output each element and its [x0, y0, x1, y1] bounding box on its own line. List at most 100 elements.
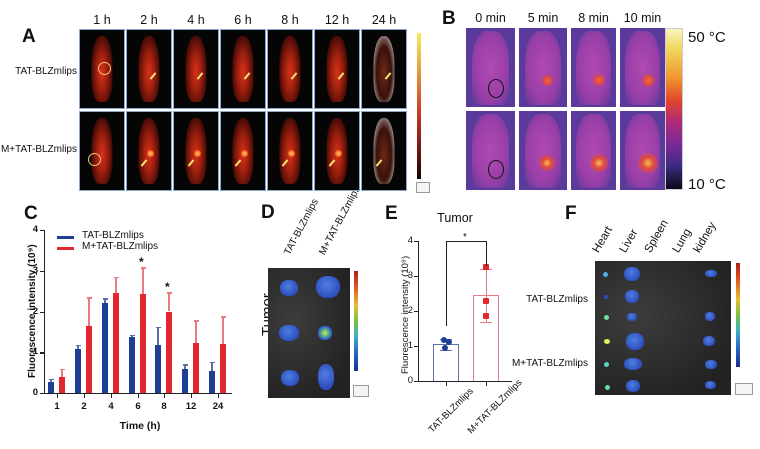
panel-f-organ-label: Heart: [590, 224, 616, 255]
panel-a-image-tile: [126, 29, 172, 109]
c-bar: [102, 303, 108, 393]
c-error-cap: [209, 361, 215, 363]
c-error-bar: [195, 320, 197, 344]
c-bar: [86, 325, 92, 393]
panel-f-organ-label: Spleen: [642, 217, 671, 255]
mouse-body: [373, 36, 395, 102]
hotspot: [288, 150, 295, 157]
c-x-tick-label: 1: [54, 401, 60, 412]
mouse-body: [91, 118, 113, 184]
heat-spot: [541, 74, 553, 86]
panel-b-thermal-tile: [571, 28, 616, 107]
panel-a-image-tile: [267, 29, 313, 109]
mouse-body: [373, 118, 395, 184]
c-bar: [129, 336, 135, 393]
c-y-tick: [40, 270, 44, 273]
panel-b-colorbar-min: 10 °C: [688, 176, 726, 193]
e-y-tick-label: 0: [407, 375, 413, 386]
c-bar: [193, 343, 199, 393]
e-data-point: [442, 345, 448, 352]
mouse-body: [279, 36, 301, 102]
c-error-bar: [61, 368, 63, 377]
tumor-circle-marker: [488, 160, 504, 179]
panel-b-thermal-tile: [466, 28, 515, 107]
panel-f-organ-label: kidney: [691, 220, 719, 255]
c-x-tick-label: 8: [161, 401, 167, 412]
c-x-tick: [138, 393, 140, 398]
e-y-axis-label: Fluorescence intensity (10⁹): [400, 255, 411, 374]
c-error-bar: [211, 361, 213, 371]
panel-a-image-tile: [361, 29, 407, 109]
hotspot: [147, 150, 154, 157]
panel-f-organ-label: Liver: [617, 227, 641, 255]
c-y-tick: [40, 352, 44, 354]
e-significance-bracket: [446, 241, 448, 326]
mouse-body: [326, 36, 348, 102]
panel-a-image-tile: [220, 111, 266, 191]
c-x-tick: [191, 393, 193, 398]
c-error-cap: [182, 364, 188, 366]
panel-b-thermal-tile: [519, 111, 567, 190]
panel-a-timepoint-label: 8 h: [281, 13, 299, 27]
c-y-tick-label: 3: [32, 264, 38, 276]
c-x-tick-label: 2: [81, 401, 87, 412]
e-x-tick: [486, 381, 488, 386]
c-bar: [155, 345, 161, 393]
panel-b-colorbar-max: 50 °C: [688, 29, 726, 46]
e-y-tick: [414, 311, 418, 313]
c-error-bar: [115, 276, 117, 294]
panel-a-timepoint-label: 12 h: [324, 13, 350, 27]
panel-b-thermal-tile: [571, 111, 616, 190]
heat-spot: [590, 154, 608, 172]
panel-b-thermal-tile: [466, 111, 515, 190]
c-error-cap: [140, 267, 146, 269]
c-error-cap: [166, 292, 172, 294]
heat-spot: [638, 153, 658, 173]
mouse-body: [576, 114, 611, 189]
hotspot: [194, 150, 201, 157]
c-x-axis-label: Time (h): [119, 420, 161, 432]
c-y-tick: [40, 230, 44, 232]
c-x-tick: [84, 393, 86, 398]
e-y-tick: [414, 381, 418, 383]
c-bar: [59, 376, 65, 393]
panel-b-thermal-tile: [620, 111, 665, 190]
c-error-bar: [157, 326, 159, 346]
e-y-tick-label: 3: [407, 270, 413, 281]
tumor-circle-marker: [488, 79, 504, 98]
panel-f-row-label-1: TAT-BLZmlips: [526, 294, 588, 305]
panel-d-tumor-image: [268, 268, 350, 398]
c-error-cap: [75, 344, 81, 347]
c-bar: [113, 293, 119, 393]
c-error-cap: [193, 320, 199, 322]
panel-a-image-tile: [173, 29, 219, 109]
mouse-body: [625, 114, 660, 189]
panel-a-image-tile: [173, 111, 219, 191]
c-x-tick: [57, 393, 59, 398]
c-bar: [209, 370, 215, 393]
panel-f-colorbar: [736, 263, 740, 367]
panel-d-col-label-2: M+TAT-BLZmlips: [317, 184, 363, 257]
mouse-body: [576, 31, 611, 106]
c-error-bar: [77, 344, 79, 349]
heat-spot: [641, 73, 655, 87]
e-data-point: [441, 336, 447, 343]
panel-a-image-tile: [361, 111, 407, 191]
panel-a-image-tile: [314, 29, 360, 109]
mouse-body: [185, 36, 207, 102]
c-y-tick-label: 1: [32, 346, 38, 358]
e-significance-marker: *: [463, 232, 467, 243]
c-legend-swatch: [57, 236, 74, 239]
mouse-body: [524, 31, 562, 106]
c-error-cap: [102, 298, 108, 300]
panel-a-colorbar: [417, 33, 421, 179]
panel-a-image-tile: [220, 29, 266, 109]
c-significance-marker: *: [139, 255, 144, 270]
panel-a-timepoint-label: 1 h: [93, 13, 111, 27]
c-error-cap: [129, 334, 135, 337]
c-bar: [75, 348, 81, 393]
e-error-bar: [486, 269, 488, 322]
hotspot: [241, 150, 248, 157]
c-y-tick-label: 2: [32, 305, 38, 317]
e-data-point: [446, 338, 452, 345]
